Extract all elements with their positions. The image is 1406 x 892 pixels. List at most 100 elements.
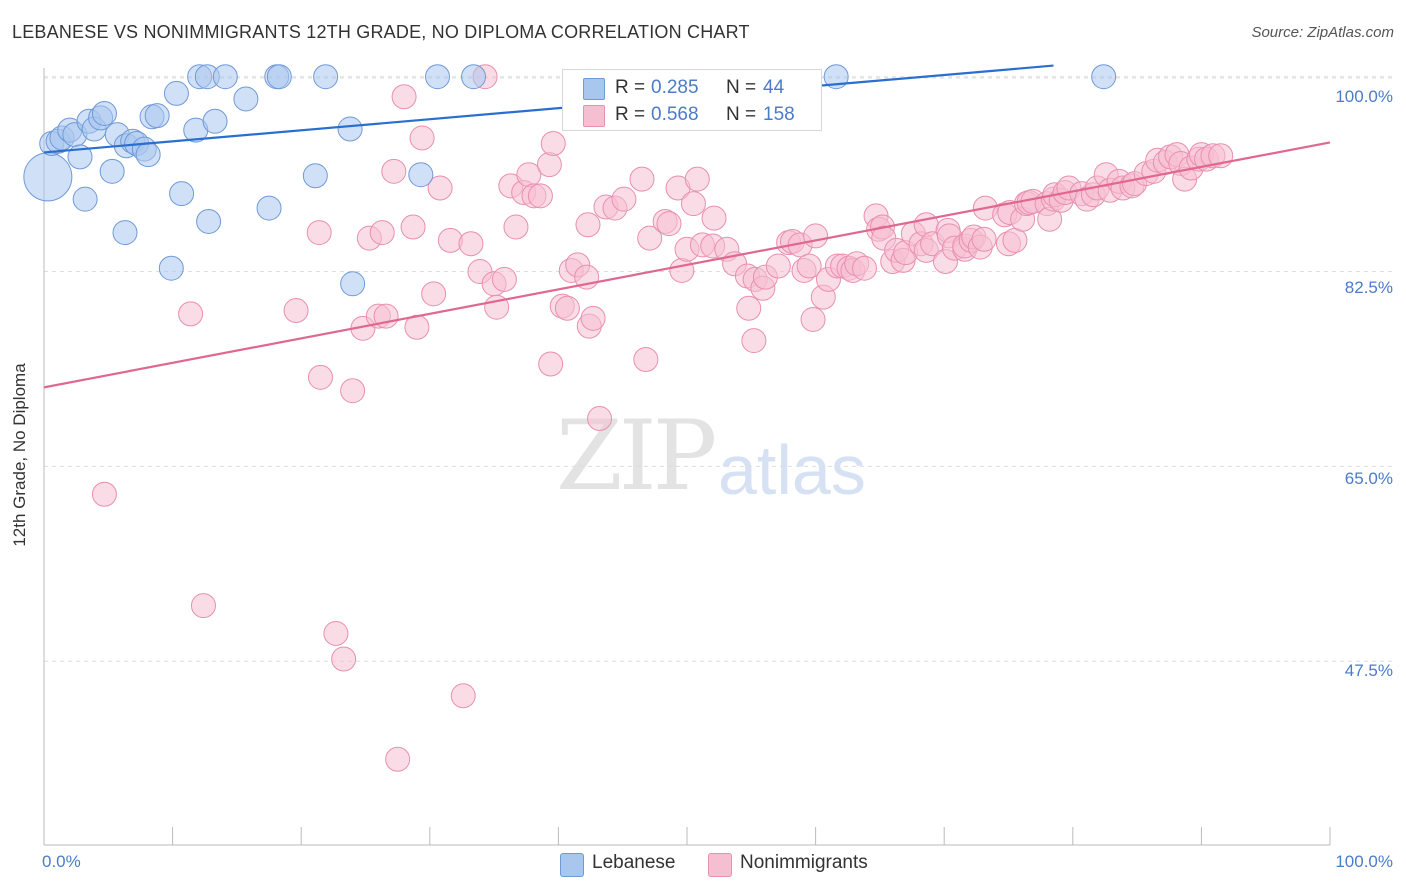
lebanese-point (266, 64, 292, 90)
nonimmigrants-point (91, 481, 117, 507)
lebanese-point (461, 64, 487, 90)
nonimmigrants-point (437, 227, 463, 253)
n-label: N = (726, 104, 757, 125)
nonimmigrants-point (503, 214, 529, 240)
nonimmigrants-point (427, 175, 453, 201)
nonimmigrants-point (575, 212, 601, 238)
nonimmigrants-point (450, 683, 476, 709)
nonimmigrants-point (701, 205, 727, 231)
nonimmigrants-point (741, 328, 767, 354)
lebanese-trend-line (43, 64, 1054, 154)
nonimmigrants-point (765, 253, 791, 279)
nonimmigrants-point (536, 152, 562, 178)
nonimmigrants-point (283, 298, 309, 324)
n-value: 44 (763, 77, 785, 98)
nonimmigrants-point (796, 253, 822, 279)
nonimmigrants-point (851, 255, 877, 281)
lebanese-point (233, 86, 259, 112)
y-tick-label: 100.0% (1335, 87, 1393, 106)
nonimmigrants-point (554, 295, 580, 321)
watermark-atlas: atlas (718, 431, 866, 509)
nonimmigrants-point (369, 220, 395, 246)
nonimmigrants-point (178, 301, 204, 327)
stats-row-lebanese: R = 0.285 N = 44 (563, 74, 821, 102)
n-label: N = (726, 77, 757, 98)
lebanese-point (340, 271, 366, 297)
source-label: Source: ZipAtlas.com (1251, 24, 1394, 41)
y-tick-label: 82.5% (1344, 278, 1393, 297)
nonimmigrants-point (800, 306, 826, 332)
nonimmigrants-point (527, 183, 553, 209)
y-axis-label: 12th Grade, No Diploma (10, 363, 29, 547)
nonimmigrants-point (340, 378, 366, 404)
x-tick-label: 0.0% (42, 852, 81, 871)
nonimmigrants-point (736, 295, 762, 321)
nonimmigrants-point (684, 166, 710, 192)
nonimmigrants-legend-swatch (708, 853, 732, 877)
lebanese-point (212, 64, 238, 90)
legend-label: Nonimmigrants (740, 852, 868, 873)
lebanese-point (202, 108, 228, 134)
nonimmigrants-trend-line (43, 141, 1331, 389)
nonimmigrants-point (1002, 227, 1028, 253)
n-value: 158 (763, 104, 795, 125)
nonimmigrants-point (669, 257, 695, 283)
legend-label: Lebanese (592, 852, 676, 873)
nonimmigrants-point (331, 646, 357, 672)
nonimmigrants-point (391, 84, 417, 110)
lebanese-swatch (583, 78, 605, 100)
lebanese-point (135, 142, 161, 168)
lebanese-point (169, 181, 195, 207)
nonimmigrants-point (306, 220, 332, 246)
nonimmigrants-point (680, 191, 706, 217)
lebanese-point (163, 80, 189, 106)
lebanese-point (23, 152, 73, 202)
nonimmigrants-point (580, 305, 606, 331)
watermark-zip: ZIP (556, 400, 717, 512)
lebanese-point (99, 158, 125, 184)
lebanese-legend-swatch (560, 853, 584, 877)
nonimmigrants-point (409, 125, 435, 151)
r-value: 0.568 (651, 104, 699, 125)
lebanese-point (425, 64, 451, 90)
lebanese-point (337, 116, 363, 142)
lebanese-point (72, 186, 98, 212)
r-label: R = (615, 104, 646, 125)
r-value: 0.285 (651, 77, 699, 98)
nonimmigrants-point (633, 347, 659, 373)
lebanese-point (196, 208, 222, 234)
y-tick-label: 47.5% (1344, 661, 1393, 680)
nonimmigrants-point (323, 620, 349, 646)
stats-box: R = 0.285 N = 44 R = 0.568 N = 158 (562, 69, 822, 131)
nonimmigrants-point (629, 166, 655, 192)
nonimmigrants-point (491, 266, 517, 292)
nonimmigrants-point (540, 131, 566, 157)
x-tick-label: 100.0% (1335, 852, 1393, 871)
nonimmigrants-point (971, 226, 997, 252)
nonimmigrants-point (538, 351, 564, 377)
nonimmigrants-point (385, 746, 411, 772)
nonimmigrants-point (637, 225, 663, 251)
lebanese-point (1091, 64, 1117, 90)
nonimmigrants-point (656, 211, 682, 237)
chart-title: LEBANESE VS NONIMMIGRANTS 12TH GRADE, NO… (12, 22, 750, 42)
y-tick-label: 65.0% (1344, 469, 1393, 488)
lebanese-point (256, 195, 282, 221)
nonimmigrants-point (803, 223, 829, 249)
lebanese-point (313, 64, 339, 90)
nonimmigrants-point (381, 158, 407, 184)
nonimmigrants-point (587, 406, 613, 432)
lebanese-point (91, 100, 117, 126)
stats-row-nonimmigrants: R = 0.568 N = 158 (563, 101, 821, 129)
lebanese-point (408, 162, 434, 188)
nonimmigrants-point (458, 231, 484, 257)
nonimmigrants-point (421, 281, 447, 307)
nonimmigrants-swatch (583, 105, 605, 127)
lebanese-point (144, 103, 170, 129)
nonimmigrants-point (307, 364, 333, 390)
lebanese-point (112, 220, 138, 246)
nonimmigrants-point (190, 593, 216, 619)
lebanese-point (158, 255, 184, 281)
nonimmigrants-point (611, 186, 637, 212)
